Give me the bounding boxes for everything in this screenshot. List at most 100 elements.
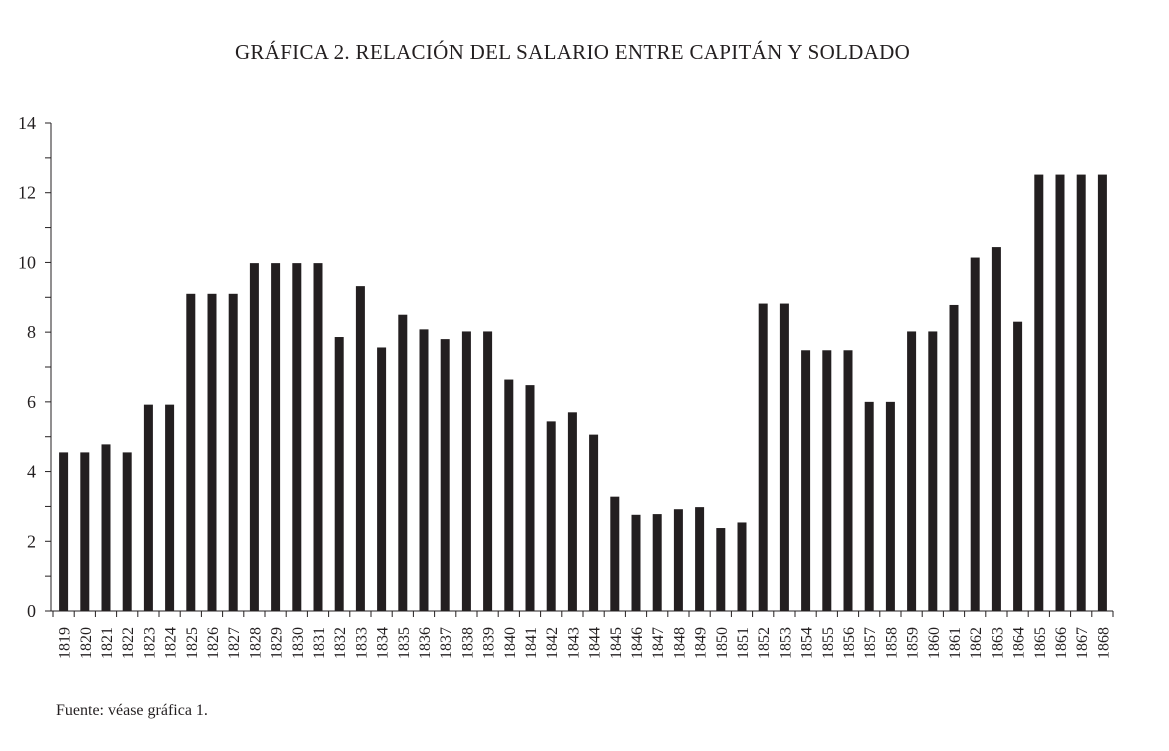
source-note: Fuente: véase gráfica 1. <box>56 702 208 719</box>
bar <box>758 303 768 611</box>
bar <box>101 444 111 611</box>
x-tick-label: 1833 <box>353 627 370 659</box>
x-tick-label: 1868 <box>1095 627 1112 659</box>
bar <box>122 452 132 611</box>
bar <box>440 339 450 611</box>
bar <box>864 401 874 611</box>
bar <box>843 350 853 611</box>
x-tick-label: 1837 <box>438 627 455 659</box>
bar <box>907 331 917 611</box>
x-tick-label: 1862 <box>968 627 985 659</box>
x-tick-label: 1832 <box>332 627 349 659</box>
x-tick-label: 1845 <box>608 627 625 659</box>
bar <box>652 514 662 611</box>
x-tick-label: 1825 <box>184 627 201 659</box>
y-tick-labels: 0 2 4 6 8 10 12 14 <box>18 113 36 621</box>
y-tick-label: 8 <box>27 322 36 342</box>
bar-chart: 0 2 4 6 8 10 12 14 1819 1820 1821 1822 1823 1824 1825… <box>18 113 1114 659</box>
bar <box>673 509 683 611</box>
bar <box>970 257 980 611</box>
bar <box>1097 174 1107 612</box>
x-tick-label: 1866 <box>1053 627 1070 659</box>
bar <box>313 263 323 611</box>
bar <box>1055 174 1065 612</box>
y-tick-label: 2 <box>27 531 36 551</box>
x-tick-label: 1822 <box>120 627 137 659</box>
x-tick-label: 1842 <box>544 627 561 659</box>
bar <box>355 286 365 611</box>
x-tick-label: 1831 <box>311 627 328 659</box>
bar <box>504 379 514 611</box>
x-tick-label: 1860 <box>926 627 943 659</box>
x-tick-label: 1852 <box>756 627 773 659</box>
x-tick-label: 1846 <box>629 627 646 659</box>
x-tick-label: 1849 <box>693 627 710 659</box>
x-tick-label: 1850 <box>714 627 731 659</box>
x-tick-label: 1827 <box>226 627 243 659</box>
bar <box>991 247 1001 611</box>
bar <box>334 337 344 611</box>
bar <box>885 401 895 611</box>
chart-title: GRÁFICA 2. RELACIÓN DEL SALARIO ENTRE CA… <box>234 40 911 64</box>
x-tick-label: 1823 <box>141 627 158 659</box>
y-tick-label: 6 <box>27 392 36 412</box>
bar <box>716 528 726 611</box>
bar <box>1013 321 1023 611</box>
x-tick-label: 1828 <box>247 627 264 659</box>
bar <box>419 329 429 611</box>
bar-series <box>59 174 1107 612</box>
x-tick-label: 1853 <box>777 627 794 659</box>
x-tick-label: 1843 <box>565 627 582 659</box>
x-tick-label: 1863 <box>989 627 1006 659</box>
x-tick-labels: 1819 1820 1821 1822 1823 1824 1825 1826 1827 1828… <box>57 627 1113 659</box>
bar <box>483 331 493 611</box>
bar <box>928 331 938 611</box>
bar <box>1076 174 1086 612</box>
x-tick-label: 1824 <box>163 627 180 659</box>
x-tick-label: 1821 <box>99 627 116 659</box>
bar <box>207 293 217 611</box>
bar <box>546 421 556 611</box>
bar <box>949 304 959 611</box>
y-tick-label: 14 <box>18 113 36 133</box>
x-tick-label: 1867 <box>1074 627 1091 659</box>
bar <box>59 452 69 611</box>
bar <box>228 293 238 611</box>
bar <box>249 263 259 611</box>
y-tick-label: 12 <box>18 183 36 203</box>
bar <box>271 263 281 611</box>
x-tick-label: 1829 <box>269 627 286 659</box>
x-tick-label: 1838 <box>459 627 476 659</box>
x-tick-label: 1847 <box>650 627 667 659</box>
x-tick-label: 1848 <box>671 627 688 659</box>
x-tick-label: 1819 <box>57 627 74 659</box>
bar <box>143 404 153 611</box>
x-tick-label: 1841 <box>523 627 540 659</box>
bar <box>822 350 832 611</box>
x-tick-label: 1861 <box>947 627 964 659</box>
x-tick-label: 1856 <box>841 627 858 659</box>
bar <box>1034 174 1044 612</box>
x-tick-label: 1854 <box>799 627 816 659</box>
bar <box>398 314 408 611</box>
y-tick-label: 0 <box>27 601 36 621</box>
bar <box>292 263 302 611</box>
bar <box>779 303 789 611</box>
bar <box>567 412 577 611</box>
bar <box>377 347 387 611</box>
x-tick-label: 1820 <box>78 627 95 659</box>
bar <box>461 331 471 611</box>
bar <box>186 293 196 611</box>
x-tick-label: 1835 <box>396 627 413 659</box>
bar <box>589 434 599 611</box>
bar <box>737 522 747 611</box>
bar <box>525 385 535 611</box>
bar <box>695 507 705 611</box>
x-tick-label: 1834 <box>375 627 392 659</box>
x-tick-label: 1859 <box>905 627 922 659</box>
x-tick-label: 1851 <box>735 627 752 659</box>
x-tick-label: 1864 <box>1011 627 1028 659</box>
x-tick-label: 1839 <box>481 627 498 659</box>
x-tick-label: 1857 <box>862 627 879 659</box>
x-tick-label: 1836 <box>417 627 434 659</box>
